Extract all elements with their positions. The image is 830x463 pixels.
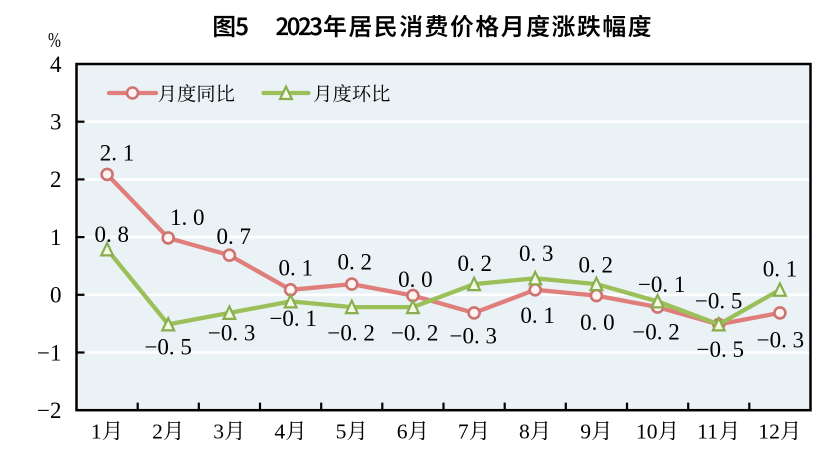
- svg-text:1. 0: 1. 0: [170, 205, 205, 230]
- svg-text:2: 2: [50, 167, 62, 192]
- svg-text:0. 1: 0. 1: [279, 255, 314, 280]
- svg-text:−0. 3: −0. 3: [208, 320, 255, 345]
- svg-text:0. 1: 0. 1: [520, 303, 555, 328]
- svg-text:12: 12: [758, 420, 780, 444]
- svg-text:−0. 5: −0. 5: [697, 337, 744, 362]
- svg-text:−0. 1: −0. 1: [269, 306, 316, 331]
- svg-text:3: 3: [50, 110, 62, 135]
- svg-text:%: %: [48, 29, 61, 53]
- svg-text:3: 3: [213, 420, 224, 444]
- svg-text:−0. 2: −0. 2: [391, 320, 438, 345]
- svg-text:11: 11: [697, 420, 718, 444]
- svg-text:0. 2: 0. 2: [337, 250, 372, 275]
- svg-text:2. 1: 2. 1: [100, 140, 135, 165]
- svg-text:−0. 2: −0. 2: [327, 320, 374, 345]
- svg-text:−0. 3: −0. 3: [757, 328, 804, 353]
- svg-text:−0. 2: −0. 2: [632, 319, 679, 344]
- svg-text:0. 0: 0. 0: [398, 267, 433, 292]
- svg-text:1: 1: [91, 420, 102, 444]
- svg-text:−0. 5: −0. 5: [144, 334, 191, 359]
- svg-text:4: 4: [274, 420, 285, 444]
- svg-text:4: 4: [50, 52, 62, 77]
- svg-text:8: 8: [519, 420, 530, 444]
- svg-text:−0. 3: −0. 3: [450, 323, 497, 348]
- svg-text:0. 3: 0. 3: [519, 241, 554, 266]
- svg-text:9: 9: [580, 420, 591, 444]
- svg-text:−1: −1: [37, 340, 61, 365]
- svg-text:0. 1: 0. 1: [763, 257, 798, 282]
- svg-text:2: 2: [152, 420, 163, 444]
- svg-text:−0. 1: −0. 1: [638, 272, 685, 297]
- svg-text:5: 5: [336, 420, 347, 444]
- svg-text:6: 6: [397, 420, 408, 444]
- svg-text:0. 0: 0. 0: [580, 310, 615, 335]
- svg-text:10: 10: [636, 420, 658, 444]
- svg-text:0. 8: 0. 8: [95, 222, 130, 247]
- svg-text:−2: −2: [37, 398, 61, 423]
- svg-text:0. 7: 0. 7: [217, 224, 252, 249]
- svg-text:−0. 5: −0. 5: [695, 288, 742, 313]
- svg-text:1: 1: [50, 225, 62, 250]
- svg-text:7: 7: [458, 420, 469, 444]
- svg-text:0: 0: [50, 283, 62, 308]
- svg-text:0. 2: 0. 2: [457, 251, 492, 276]
- svg-text:0. 2: 0. 2: [579, 253, 614, 278]
